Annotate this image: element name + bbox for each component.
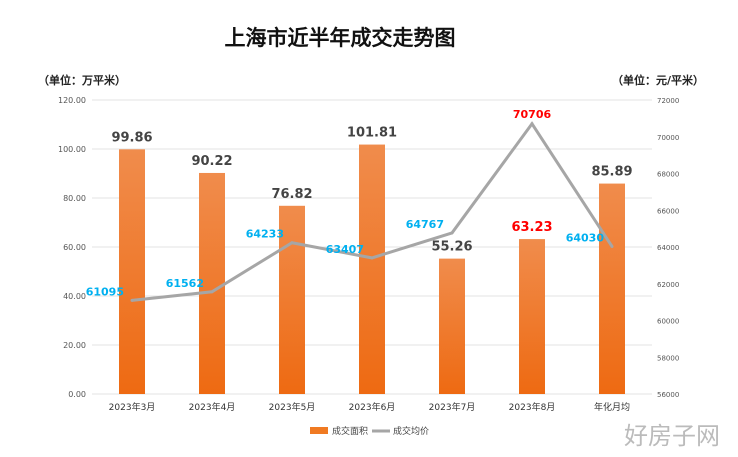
left-tick-label: 120.00 — [58, 96, 86, 105]
x-tick-label: 2023年7月 — [429, 401, 476, 413]
bar — [599, 183, 625, 394]
line-data-label: 70706 — [513, 108, 552, 121]
bar-data-label: 99.86 — [111, 130, 152, 145]
right-tick-label: 62000 — [657, 281, 679, 289]
right-tick-label: 70000 — [657, 134, 679, 142]
bar — [359, 144, 385, 394]
x-tick-label: 2023年4月 — [189, 401, 236, 413]
line-point — [290, 241, 294, 245]
left-tick-label: 100.00 — [58, 145, 86, 154]
line-data-label: 63407 — [326, 243, 364, 256]
legend-label: 成交均价 — [393, 425, 429, 437]
line-point — [210, 290, 214, 294]
bar — [279, 205, 305, 394]
bar — [199, 172, 225, 394]
line-data-label: 61562 — [166, 277, 204, 290]
legend-bar-swatch — [310, 427, 328, 434]
right-tick-label: 66000 — [657, 207, 679, 215]
bar — [519, 239, 545, 394]
left-tick-label: 40.00 — [63, 292, 86, 301]
bar-data-label: 90.22 — [191, 154, 232, 169]
x-tick-label: 2023年8月 — [509, 401, 556, 413]
bar-data-label: 63.23 — [511, 220, 552, 235]
right-tick-label: 56000 — [657, 391, 679, 399]
left-tick-label: 60.00 — [63, 243, 86, 252]
bar — [439, 258, 465, 394]
x-tick-label: 2023年5月 — [269, 401, 316, 413]
line-point — [130, 298, 134, 302]
left-axis-unit: （单位：万平米） — [38, 74, 126, 87]
x-tick-label: 年化月均 — [594, 401, 630, 413]
right-tick-label: 72000 — [657, 97, 679, 105]
line-point — [610, 244, 614, 248]
x-tick-label: 2023年6月 — [349, 401, 396, 413]
chart-title: 上海市近半年成交走势图 — [224, 26, 456, 50]
x-tick-label: 2023年3月 — [109, 401, 156, 413]
line-data-label: 64030 — [566, 231, 605, 244]
bar-data-label: 76.82 — [271, 187, 312, 202]
line-point — [530, 122, 534, 126]
right-tick-label: 58000 — [657, 354, 679, 362]
line-data-label: 64767 — [406, 218, 444, 231]
bar-data-label: 101.81 — [347, 126, 397, 141]
legend-label: 成交面积 — [332, 425, 368, 437]
line-point — [370, 256, 374, 260]
line-data-label: 64233 — [246, 228, 284, 241]
bar-data-label: 85.89 — [591, 165, 632, 180]
bar-data-label: 55.26 — [431, 240, 472, 255]
line-data-label: 61095 — [86, 285, 124, 298]
left-tick-label: 20.00 — [63, 341, 86, 350]
right-tick-label: 60000 — [657, 318, 679, 326]
left-tick-label: 80.00 — [63, 194, 86, 203]
right-tick-label: 68000 — [657, 171, 679, 179]
right-tick-label: 64000 — [657, 244, 679, 252]
left-tick-label: 0.00 — [68, 390, 86, 399]
bar — [119, 149, 145, 394]
right-axis-unit: （单位：元/平米） — [612, 74, 705, 87]
line-point — [450, 231, 454, 235]
watermark-logo: 好房子网 — [624, 422, 720, 450]
